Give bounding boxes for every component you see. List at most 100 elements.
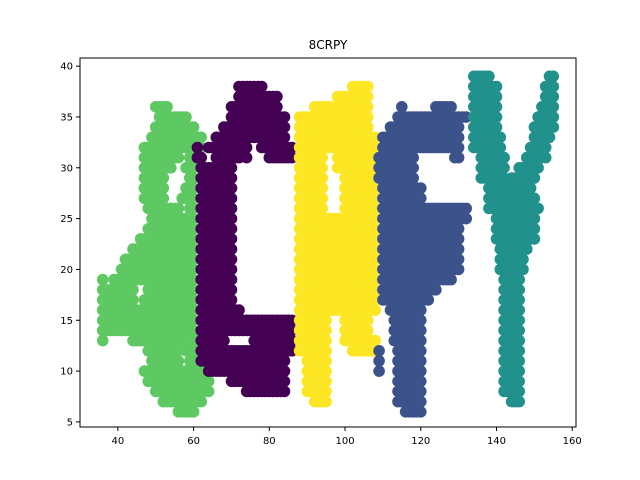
data-point [452, 243, 465, 255]
x-tick-label: 60 [187, 436, 200, 447]
data-point [225, 243, 238, 255]
data-point [494, 131, 507, 144]
data-point [415, 345, 427, 357]
data-point [513, 294, 525, 306]
data-point [407, 172, 420, 184]
data-point [202, 375, 215, 388]
data-point [180, 111, 192, 123]
data-point [316, 162, 329, 174]
data-point [195, 395, 207, 408]
data-point [528, 172, 541, 184]
data-point [460, 202, 473, 215]
data-point [127, 294, 139, 306]
y-tick-label: 20 [60, 265, 73, 276]
data-point [415, 192, 427, 205]
data-point [320, 385, 332, 398]
x-tick-label: 80 [263, 436, 276, 447]
data-point [452, 263, 465, 276]
data-point [191, 141, 204, 154]
data-point [490, 111, 503, 123]
data-point [320, 324, 332, 337]
data-point [528, 212, 541, 225]
axis-ticks: 40 60 80 100 120 140 160 5 10 15 20 25 30 35 40 [60, 62, 581, 447]
data-point [452, 141, 465, 154]
series-1 [191, 80, 298, 398]
data-point [225, 233, 238, 245]
data-point [490, 80, 503, 93]
data-point [195, 131, 207, 144]
data-point [362, 80, 374, 93]
data-point [528, 223, 541, 235]
data-point [547, 111, 560, 123]
data-point [452, 131, 465, 144]
data-point [278, 121, 291, 133]
data-point [373, 365, 385, 377]
data-point [415, 304, 427, 316]
data-point [225, 273, 238, 286]
data-point [513, 324, 525, 337]
data-point [172, 355, 185, 367]
y-tick-label: 25 [60, 214, 73, 225]
data-point [415, 314, 427, 327]
data-point [490, 101, 503, 113]
data-point [362, 324, 374, 337]
data-point [362, 314, 374, 327]
data-point [362, 111, 374, 123]
data-point [513, 395, 525, 408]
y-tick-label: 35 [60, 112, 73, 123]
data-point [320, 355, 332, 367]
y-tick-label: 15 [60, 316, 73, 327]
data-point [483, 70, 495, 83]
data-point [543, 131, 556, 144]
data-point [157, 192, 170, 205]
data-point [517, 263, 529, 276]
data-point [225, 192, 238, 205]
data-point [407, 151, 420, 164]
data-point [490, 121, 503, 133]
x-tick-label: 40 [111, 436, 124, 447]
x-tick-label: 120 [411, 436, 430, 447]
data-point [513, 334, 525, 347]
data-point [539, 151, 552, 164]
data-point [513, 365, 525, 377]
data-point [498, 151, 510, 164]
data-point [539, 141, 552, 154]
data-point [415, 182, 427, 194]
data-point [316, 202, 329, 215]
data-point [320, 395, 332, 408]
data-point [316, 182, 329, 194]
data-point [415, 375, 427, 388]
data-point [225, 263, 238, 276]
data-point [452, 233, 465, 245]
data-point [369, 304, 382, 316]
data-point [225, 182, 238, 194]
data-point [96, 334, 109, 347]
data-point [320, 365, 332, 377]
data-point [373, 345, 385, 357]
data-point [422, 294, 435, 306]
y-tick-label: 30 [60, 163, 73, 174]
data-point [547, 90, 560, 103]
data-point [320, 375, 332, 388]
data-point [165, 162, 177, 174]
data-point [316, 151, 329, 164]
data-point [415, 334, 427, 347]
data-point [320, 314, 332, 327]
data-point [498, 162, 510, 174]
chart-title: 8CRPY [309, 38, 348, 52]
data-point [157, 182, 170, 194]
data-point [278, 111, 291, 123]
data-point [460, 212, 473, 225]
data-point [187, 121, 200, 133]
data-point [225, 294, 238, 306]
plot-frame [79, 57, 577, 428]
data-point [225, 202, 238, 215]
data-point [513, 304, 525, 316]
data-point [396, 101, 408, 113]
data-point [278, 375, 291, 388]
data-point [415, 324, 427, 337]
data-point [127, 284, 139, 296]
data-point [445, 273, 457, 286]
x-tick-label: 160 [563, 436, 582, 447]
